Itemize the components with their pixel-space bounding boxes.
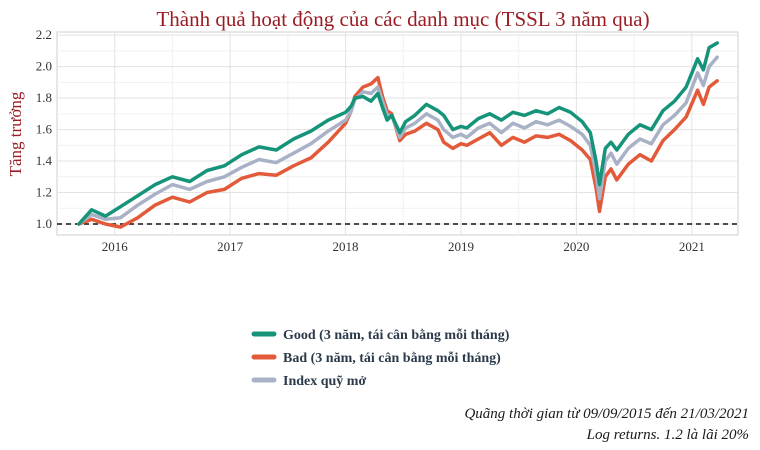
legend-label: Good (3 năm, tái cân bằng mỗi tháng): [283, 327, 510, 343]
caption-note: Log returns. 1.2 là lãi 20%: [586, 427, 749, 443]
legend-label: Index quỹ mở: [283, 374, 366, 389]
x-tick-label: 2018: [333, 239, 359, 254]
x-tick-label: 2020: [563, 239, 589, 254]
legend-label: Bad (3 năm, tái cân bằng mỗi tháng): [283, 350, 501, 366]
x-tick-label: 2019: [448, 239, 474, 254]
y-tick-label: 1.2: [36, 185, 52, 200]
series-line-bad: [77, 75, 719, 229]
y-axis-label: Tăng trưởng: [6, 91, 25, 176]
caption-period: Quãng thời gian từ 09/09/2015 đến 21/03/…: [464, 406, 749, 422]
x-tick-label: 2021: [679, 239, 705, 254]
series-line-good: [77, 41, 719, 226]
y-tick-label: 2.2: [36, 27, 52, 42]
series-line-index: [77, 55, 719, 226]
y-axis: 1.0 1.2 1.4 1.6 1.8 2.0 2.2: [36, 27, 53, 231]
x-tick-label: 2016: [102, 239, 129, 254]
y-tick-label: 1.6: [36, 122, 53, 137]
legend-item-bad: Bad (3 năm, tái cân bằng mỗi tháng): [251, 350, 501, 366]
legend-item-good: Good (3 năm, tái cân bằng mỗi tháng): [251, 327, 510, 343]
y-tick-label: 1.0: [36, 216, 52, 231]
legend-item-index: Index quỹ mở: [251, 374, 366, 389]
y-tick-label: 1.4: [36, 153, 53, 168]
chart-title: Thành quả hoạt động của các danh mục (TS…: [156, 7, 649, 31]
x-axis: 2016 2017 2018 2019 2020 2021: [102, 239, 705, 254]
y-tick-label: 2.0: [36, 59, 52, 74]
legend: Good (3 năm, tái cân bằng mỗi tháng) Bad …: [251, 327, 510, 389]
x-tick-label: 2017: [217, 239, 244, 254]
y-tick-label: 1.8: [36, 90, 52, 105]
series-lines: [77, 41, 719, 229]
grid-lines: [57, 32, 738, 235]
